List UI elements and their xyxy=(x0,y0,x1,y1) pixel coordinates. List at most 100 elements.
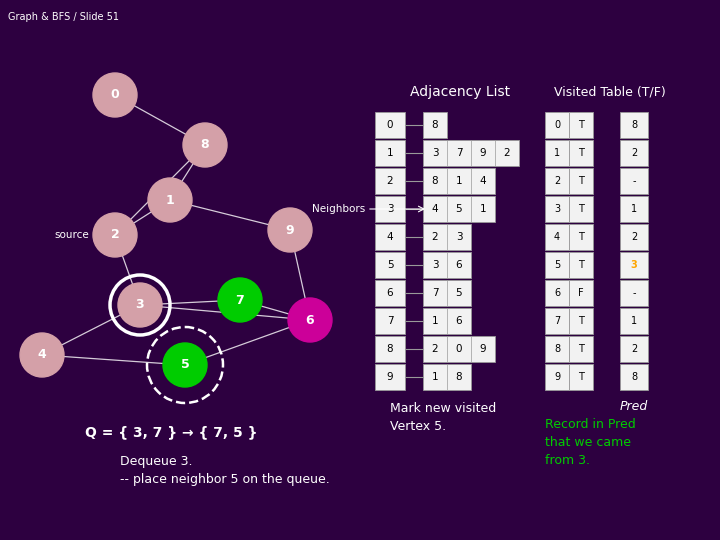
Circle shape xyxy=(148,178,192,222)
Bar xyxy=(620,308,648,334)
Text: 1: 1 xyxy=(480,204,486,214)
Text: Pred: Pred xyxy=(620,400,648,413)
Text: 5: 5 xyxy=(456,204,462,214)
Bar xyxy=(375,308,405,334)
Text: 7: 7 xyxy=(432,288,438,298)
Bar xyxy=(569,252,593,278)
Text: 9: 9 xyxy=(480,148,486,158)
Text: Dequeue 3.: Dequeue 3. xyxy=(120,455,192,468)
Text: 4: 4 xyxy=(37,348,46,361)
Bar xyxy=(423,224,471,250)
Bar xyxy=(375,196,405,222)
Circle shape xyxy=(288,298,332,342)
Bar xyxy=(545,140,569,166)
Bar xyxy=(375,224,405,250)
Text: 1: 1 xyxy=(166,193,174,206)
Text: 2: 2 xyxy=(554,176,560,186)
Bar xyxy=(423,364,471,390)
Text: 3: 3 xyxy=(456,232,462,242)
Bar xyxy=(375,112,405,138)
Text: 3: 3 xyxy=(554,204,560,214)
Text: 3: 3 xyxy=(387,204,393,214)
Text: Adjacency List: Adjacency List xyxy=(410,85,510,99)
Bar xyxy=(620,224,648,250)
Text: 1: 1 xyxy=(432,372,438,382)
Text: 6: 6 xyxy=(554,288,560,298)
Text: Visited Table (T/F): Visited Table (T/F) xyxy=(554,85,666,98)
Text: 0: 0 xyxy=(554,120,560,130)
Text: 6: 6 xyxy=(306,314,315,327)
Text: T: T xyxy=(578,148,584,158)
Text: 5: 5 xyxy=(456,288,462,298)
Bar xyxy=(423,280,471,306)
Text: 8: 8 xyxy=(201,138,210,152)
Text: 5: 5 xyxy=(554,260,560,270)
Bar xyxy=(423,308,471,334)
Text: 8: 8 xyxy=(432,176,438,186)
Text: 7: 7 xyxy=(387,316,393,326)
Bar xyxy=(569,336,593,362)
Text: 1: 1 xyxy=(631,316,637,326)
Text: 0: 0 xyxy=(387,120,393,130)
Bar xyxy=(545,280,569,306)
Bar xyxy=(423,252,471,278)
Text: 1: 1 xyxy=(554,148,560,158)
Bar xyxy=(423,168,495,194)
Text: 7: 7 xyxy=(554,316,560,326)
Text: T: T xyxy=(578,372,584,382)
Text: 4: 4 xyxy=(554,232,560,242)
Text: 2: 2 xyxy=(432,344,438,354)
Text: T: T xyxy=(578,344,584,354)
Text: F: F xyxy=(578,288,584,298)
Bar xyxy=(569,224,593,250)
Bar xyxy=(620,168,648,194)
Circle shape xyxy=(20,333,64,377)
Text: Graph & BFS / Slide 51: Graph & BFS / Slide 51 xyxy=(8,12,119,22)
Text: 2: 2 xyxy=(504,148,510,158)
Bar xyxy=(545,112,569,138)
Text: 2: 2 xyxy=(432,232,438,242)
Bar xyxy=(545,168,569,194)
Bar xyxy=(569,168,593,194)
Text: 8: 8 xyxy=(631,372,637,382)
Text: 1: 1 xyxy=(631,204,637,214)
Bar xyxy=(620,336,648,362)
Bar xyxy=(620,252,648,278)
Text: 2: 2 xyxy=(387,176,393,186)
Bar xyxy=(620,196,648,222)
Bar xyxy=(375,364,405,390)
Text: 3: 3 xyxy=(135,299,144,312)
Bar xyxy=(375,336,405,362)
Text: 7: 7 xyxy=(235,294,244,307)
Text: -: - xyxy=(632,176,636,186)
Bar xyxy=(620,140,648,166)
Text: 8: 8 xyxy=(554,344,560,354)
Bar xyxy=(569,140,593,166)
Bar xyxy=(545,308,569,334)
Text: 6: 6 xyxy=(456,260,462,270)
Bar xyxy=(375,280,405,306)
Circle shape xyxy=(218,278,262,322)
Text: T: T xyxy=(578,204,584,214)
Text: 3: 3 xyxy=(432,148,438,158)
Text: 2: 2 xyxy=(631,344,637,354)
Text: 2: 2 xyxy=(631,148,637,158)
Bar xyxy=(375,252,405,278)
Text: 3: 3 xyxy=(631,260,637,270)
Bar xyxy=(375,140,405,166)
Circle shape xyxy=(118,283,162,327)
Bar xyxy=(545,336,569,362)
Text: T: T xyxy=(578,260,584,270)
Text: 0: 0 xyxy=(456,344,462,354)
Bar xyxy=(423,140,519,166)
Text: 1: 1 xyxy=(456,176,462,186)
Text: 9: 9 xyxy=(286,224,294,237)
Bar xyxy=(569,364,593,390)
Text: T: T xyxy=(578,232,584,242)
Circle shape xyxy=(183,123,227,167)
Text: source: source xyxy=(54,230,89,240)
Text: 3: 3 xyxy=(432,260,438,270)
Text: 9: 9 xyxy=(387,372,393,382)
Text: 4: 4 xyxy=(480,176,486,186)
Text: 8: 8 xyxy=(631,120,637,130)
